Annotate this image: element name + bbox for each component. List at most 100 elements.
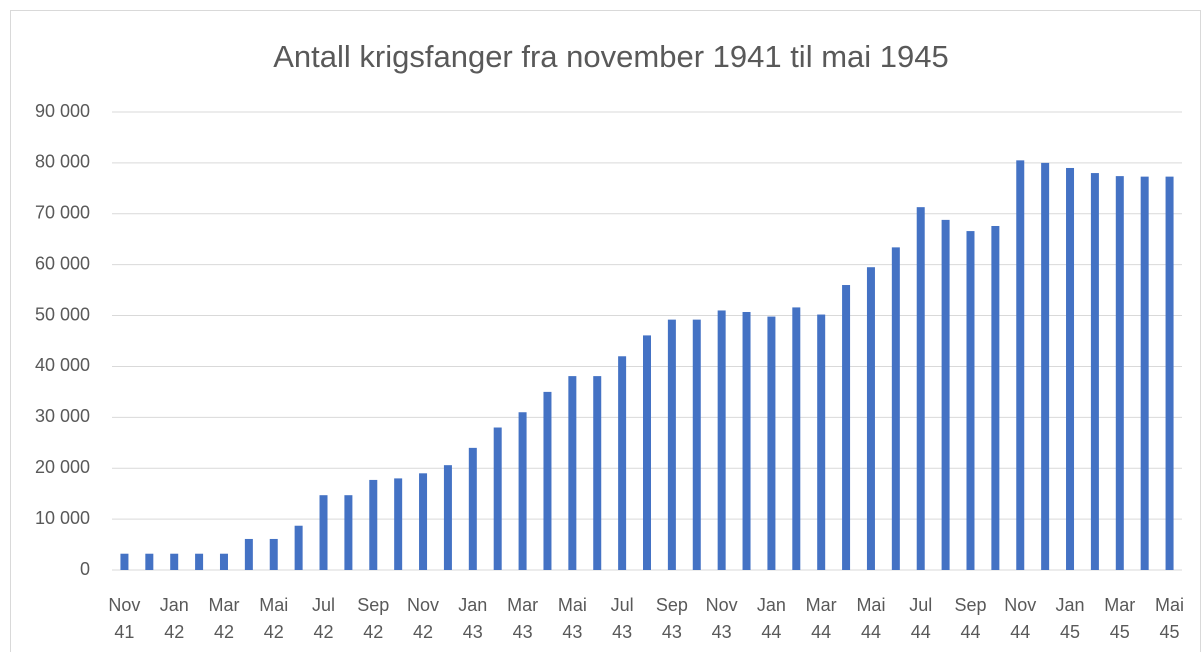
x-tick-label-line: Nov: [1004, 595, 1036, 615]
x-tick-label-line: 42: [363, 622, 383, 642]
bar: [568, 376, 577, 570]
bar: [742, 311, 751, 570]
x-tick-label-line: Nov: [706, 595, 738, 615]
x-tick-label: Jul 42: [312, 595, 335, 642]
bar: [493, 427, 502, 570]
bar: [866, 267, 875, 570]
bar: [1066, 167, 1075, 570]
x-tick-label: Nov 42: [407, 595, 439, 642]
y-tick-label: 30 000: [35, 406, 90, 426]
bar: [643, 335, 651, 570]
x-tick-label: Sep 43: [656, 595, 688, 642]
x-tick-label-line: 43: [712, 622, 732, 642]
y-tick-label: 90 000: [35, 101, 90, 121]
x-tick-label: Jan 45: [1056, 595, 1085, 642]
x-tick-label: Jan 44: [757, 595, 786, 642]
x-tick-label-line: 44: [960, 622, 980, 642]
chart-title: Antall krigsfanger fra november 1941 til…: [273, 39, 948, 74]
x-tick-label-line: Mai: [259, 595, 288, 615]
x-tick-label-line: 43: [662, 622, 682, 642]
bar: [1140, 176, 1149, 570]
x-tick-label-line: Mar: [507, 595, 538, 615]
x-tick-label: Mar 42: [208, 595, 239, 642]
y-tick-label: 80 000: [35, 152, 90, 172]
bar: [817, 314, 826, 570]
bar: [941, 219, 950, 570]
bar: [1165, 176, 1174, 570]
bar: [394, 478, 403, 570]
x-tick-label: Jul 44: [909, 595, 932, 642]
x-tick-label: Mai 45: [1155, 595, 1184, 642]
x-tick-label-line: Mar: [208, 595, 239, 615]
x-tick-label-line: Jan: [458, 595, 487, 615]
x-tick-label-line: 43: [562, 622, 582, 642]
x-tick-label-line: Jan: [757, 595, 786, 615]
x-tick-label-line: 44: [811, 622, 831, 642]
bar: [219, 553, 228, 570]
y-tick-label: 60 000: [35, 253, 90, 273]
bar: [419, 473, 428, 570]
x-tick-label-line: Mar: [1104, 595, 1135, 615]
bar: [593, 376, 602, 570]
bar: [618, 356, 627, 570]
bar: [344, 495, 353, 570]
x-tick-label-line: Mai: [856, 595, 885, 615]
bar: [767, 316, 776, 570]
x-tick-label-line: 42: [164, 622, 184, 642]
bar: [842, 285, 851, 570]
y-tick-label: 70 000: [35, 203, 90, 223]
x-tick-label-line: 43: [463, 622, 483, 642]
x-tick-label-line: Mar: [806, 595, 837, 615]
x-tick-label-line: 42: [214, 622, 234, 642]
y-tick-label: 50 000: [35, 304, 90, 324]
bar: [369, 479, 378, 570]
bar: [120, 553, 129, 570]
bar: [792, 307, 801, 570]
x-tick-label: Mai 44: [856, 595, 885, 642]
x-tick-label-line: Sep: [954, 595, 986, 615]
x-tick-label-line: 42: [313, 622, 333, 642]
bar: [667, 319, 676, 570]
bar: [1041, 162, 1050, 570]
bar: [518, 412, 527, 570]
x-tick-label-line: 45: [1110, 622, 1130, 642]
x-tick-label: Mai 42: [259, 595, 288, 642]
x-tick-label-line: Jul: [312, 595, 335, 615]
x-tick-label-line: 41: [114, 622, 134, 642]
bar: [891, 247, 900, 570]
x-tick-label: Sep 44: [954, 595, 986, 642]
bar: [916, 207, 925, 570]
x-tick-label: Mar 45: [1104, 595, 1135, 642]
x-tick-label: Jan 43: [458, 595, 487, 642]
x-tick-label-line: Jul: [611, 595, 634, 615]
x-tick-label-line: 45: [1160, 622, 1180, 642]
x-tick-label: Sep 42: [357, 595, 389, 642]
bar: [966, 231, 975, 570]
bar: [1016, 160, 1025, 570]
y-tick-label: 10 000: [35, 508, 90, 528]
bar: [468, 447, 477, 570]
x-tick-label: Jul 43: [611, 595, 634, 642]
x-tick-label-line: Jul: [909, 595, 932, 615]
x-tick-label-line: Sep: [656, 595, 688, 615]
x-tick-label-line: 43: [612, 622, 632, 642]
x-tick-label-line: Jan: [160, 595, 189, 615]
bar: [1115, 176, 1124, 570]
bar: [543, 391, 552, 570]
bar: [991, 225, 1000, 571]
x-tick-label-line: 44: [861, 622, 881, 642]
bar: [170, 553, 179, 570]
x-tick-label-line: Sep: [357, 595, 389, 615]
x-tick-label-line: 44: [761, 622, 781, 642]
bar: [692, 319, 701, 570]
x-tick-label: Jan 42: [160, 595, 189, 642]
y-tick-label: 0: [80, 559, 90, 579]
x-tick-label-line: 42: [264, 622, 284, 642]
x-tick-label-line: 44: [1010, 622, 1030, 642]
x-tick-label-line: Nov: [108, 595, 140, 615]
x-tick-label: Mar 43: [507, 595, 538, 642]
y-tick-label: 20 000: [35, 457, 90, 477]
y-tick-label: 40 000: [35, 355, 90, 375]
bar: [319, 495, 328, 570]
